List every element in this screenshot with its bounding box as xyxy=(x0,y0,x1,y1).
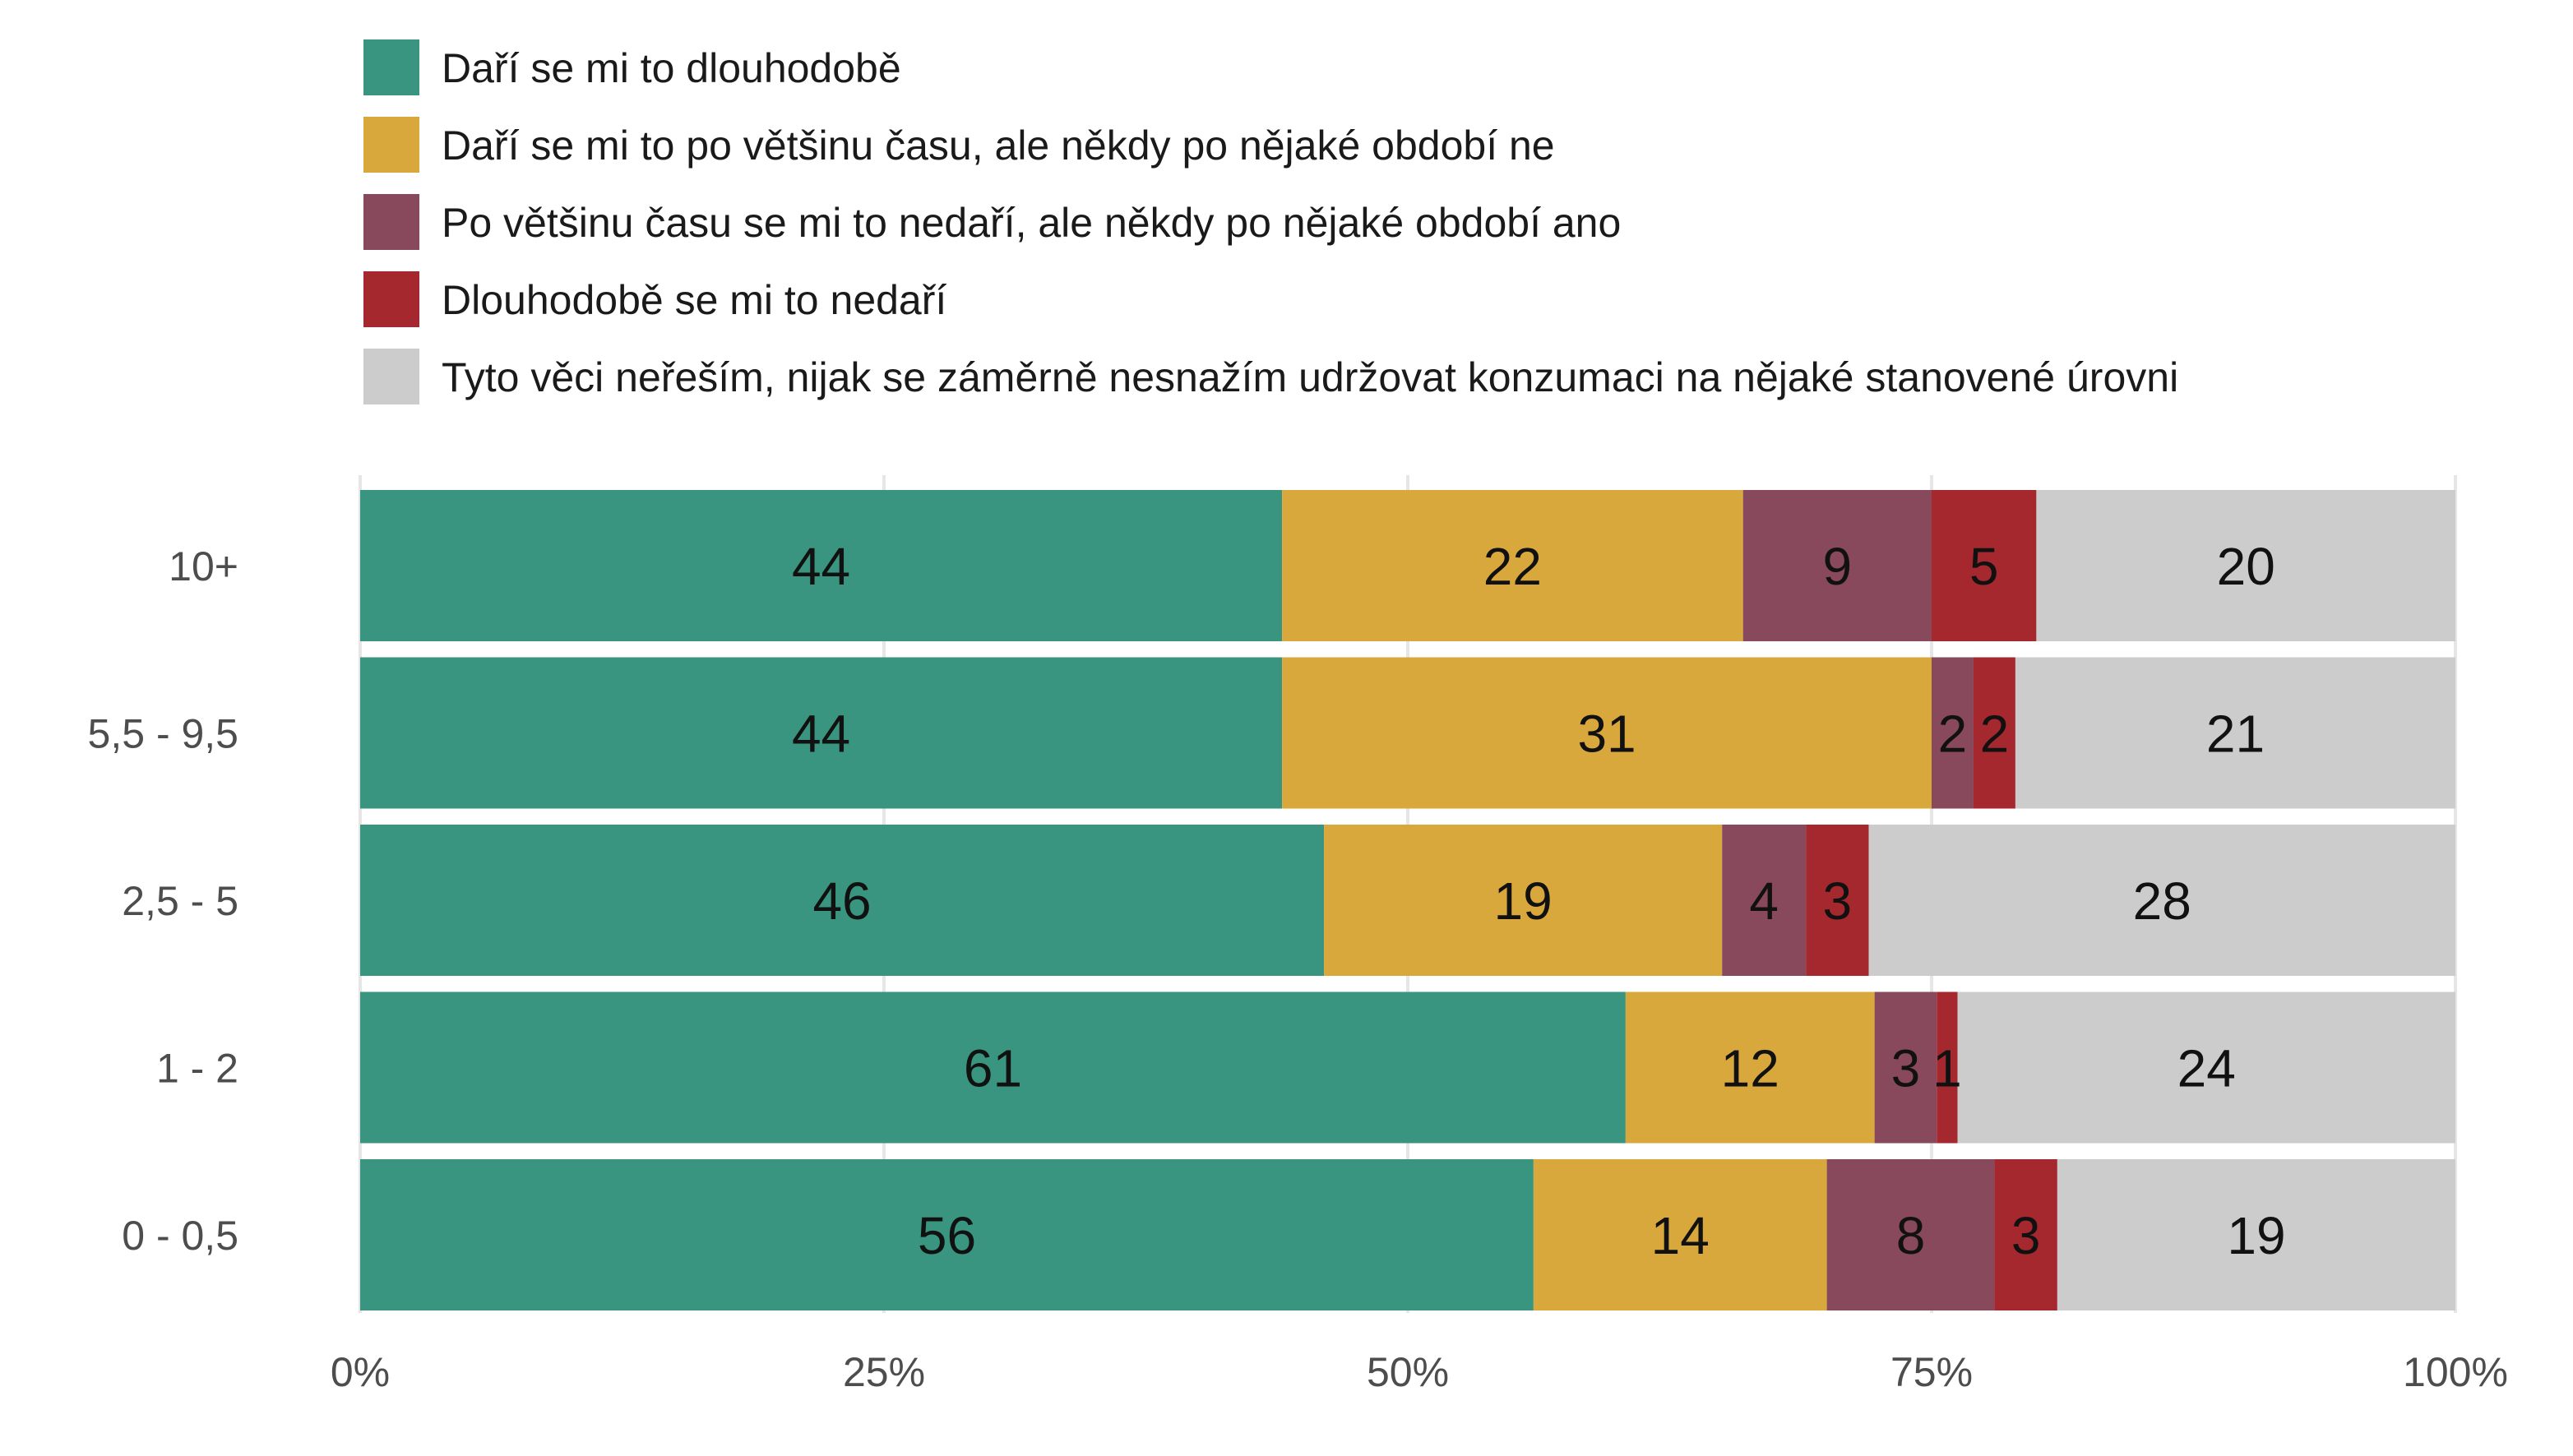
data-label: 12 xyxy=(1721,1039,1779,1098)
data-label: 3 xyxy=(2011,1206,2041,1265)
data-label: 14 xyxy=(1651,1206,1710,1265)
data-label: 4 xyxy=(1749,871,1779,931)
legend-key xyxy=(363,271,419,327)
bar-segment xyxy=(1868,825,2455,976)
bar-segment xyxy=(1806,825,1869,976)
x-tick-label: 25% xyxy=(843,1349,925,1395)
bar-segment xyxy=(360,1159,1534,1310)
data-label: 28 xyxy=(2133,871,2191,931)
x-tick-label: 100% xyxy=(2403,1349,2508,1395)
data-label: 5 xyxy=(1969,537,1999,596)
bars xyxy=(360,490,2455,1310)
legend-label: Po většinu času se mi to nedaří, ale něk… xyxy=(442,200,1621,246)
legend-label: Tyto věci neřeším, nijak se záměrně nesn… xyxy=(442,354,2178,400)
bar-segment xyxy=(1722,825,1807,976)
legend-key xyxy=(363,39,419,95)
data-label: 1 xyxy=(1932,1039,1962,1098)
x-tick-label: 0% xyxy=(331,1349,390,1395)
bar-segment xyxy=(1973,657,2015,809)
data-label: 20 xyxy=(2217,537,2275,596)
bar-segment xyxy=(1324,825,1723,976)
bar-segment xyxy=(1282,490,1743,641)
bar-segment xyxy=(360,657,1283,809)
bar-segment xyxy=(1937,991,1958,1144)
bar-segment xyxy=(1994,1159,2057,1310)
y-tick-label: 2,5 - 5 xyxy=(122,878,238,924)
bar-segment xyxy=(360,490,1283,641)
bar-segment xyxy=(1625,991,1875,1144)
legend-key xyxy=(363,194,419,250)
y-tick-label: 1 - 2 xyxy=(156,1046,238,1092)
data-label: 19 xyxy=(2227,1206,2285,1265)
x-axis: 0% 25% 50% 75% 100% xyxy=(331,1349,2508,1395)
bar-segment xyxy=(1957,991,2455,1144)
data-label: 44 xyxy=(792,705,850,764)
bar-segment xyxy=(360,825,1325,976)
bar-segment xyxy=(360,991,1626,1144)
bar-segment xyxy=(2036,490,2455,641)
legend: Daří se mi to dlouhodobě Daří se mi to po… xyxy=(363,39,2178,404)
x-tick-label: 75% xyxy=(1890,1349,1973,1395)
bar-segment xyxy=(1742,490,1932,641)
data-label: 31 xyxy=(1577,705,1636,764)
x-tick-label: 50% xyxy=(1367,1349,1449,1395)
legend-label: Dlouhodobě se mi to nedaří xyxy=(442,277,946,323)
bar-segment xyxy=(1932,490,2037,641)
bar-segment xyxy=(1533,1159,1827,1310)
y-tick-label: 0 - 0,5 xyxy=(122,1213,238,1259)
legend-label: Daří se mi to po většinu času, ale někdy… xyxy=(442,122,1555,169)
legend-key xyxy=(363,349,419,404)
data-label: 56 xyxy=(918,1206,976,1265)
data-label: 22 xyxy=(1483,537,1542,596)
bar-segment xyxy=(1874,991,1937,1144)
bar-segment xyxy=(2015,657,2455,809)
data-label: 2 xyxy=(1938,705,1968,764)
data-label: 9 xyxy=(1823,537,1853,596)
y-tick-label: 10+ xyxy=(169,543,238,589)
data-label: 8 xyxy=(1896,1206,1926,1265)
bar-segment xyxy=(1932,657,1974,809)
legend-label: Daří se mi to dlouhodobě xyxy=(442,45,901,91)
data-label: 3 xyxy=(1823,871,1853,931)
data-label: 21 xyxy=(2206,705,2265,764)
data-label: 19 xyxy=(1494,871,1553,931)
data-label: 2 xyxy=(1980,705,2010,764)
data-label: 24 xyxy=(2177,1039,2236,1098)
data-label: 61 xyxy=(964,1039,1022,1098)
y-tick-label: 5,5 - 9,5 xyxy=(88,711,238,757)
data-label: 3 xyxy=(1891,1039,1921,1098)
bar-segment xyxy=(1282,657,1932,809)
bar-segment xyxy=(1826,1159,1995,1310)
data-label: 46 xyxy=(812,871,871,931)
bar-segment xyxy=(2057,1159,2455,1310)
legend-key xyxy=(363,117,419,173)
y-axis: 10+ 5,5 - 9,5 2,5 - 5 1 - 2 0 - 0,5 xyxy=(88,543,238,1259)
data-label: 44 xyxy=(792,537,850,596)
